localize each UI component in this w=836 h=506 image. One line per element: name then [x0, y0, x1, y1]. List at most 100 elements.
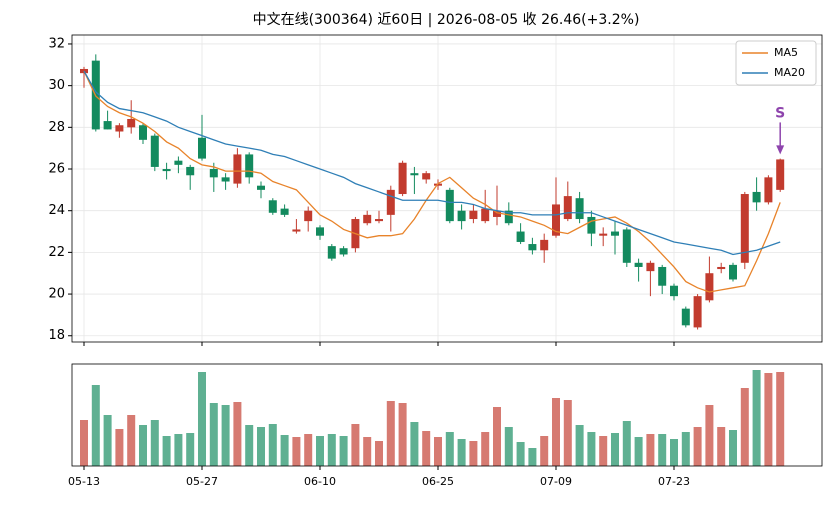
candle-body [693, 296, 702, 328]
volume-bar [634, 437, 643, 466]
volume-bar [599, 436, 608, 466]
candle-body [339, 248, 348, 255]
volume-bar [752, 370, 761, 466]
candle-body [776, 159, 785, 190]
x-tick-label: 06-10 [304, 475, 336, 488]
candle-body [681, 308, 690, 326]
x-tick-label: 05-27 [186, 475, 218, 488]
volume-bar [268, 424, 277, 466]
candle-body [292, 229, 301, 232]
candle-body [162, 169, 171, 172]
volume-bar [434, 437, 442, 466]
volume-bar [740, 388, 749, 466]
candle-body [127, 118, 136, 128]
candle-body [752, 191, 761, 203]
candle-body [186, 166, 195, 176]
candle-body [717, 266, 726, 270]
candle-body [398, 162, 407, 195]
candle-body [516, 231, 525, 242]
volume-bar [445, 432, 454, 466]
volume-frame [71, 363, 823, 467]
candle-body [410, 173, 419, 176]
candle-body [150, 135, 159, 167]
volume-bar [292, 437, 301, 466]
volume-bar [186, 433, 195, 466]
candle-body [174, 160, 183, 165]
volume-bar [80, 420, 88, 466]
candle-body [563, 196, 572, 220]
volume-bar [316, 436, 324, 466]
annotation-arrowhead [776, 145, 785, 155]
candle-body [587, 216, 596, 234]
volume-bar [162, 436, 171, 466]
volume-bar [587, 432, 596, 466]
volume-bar [386, 401, 395, 466]
y-tick-label: 28 [48, 120, 65, 135]
volume-bar [339, 436, 348, 466]
legend-label: MA20 [774, 66, 805, 79]
volume-bar [103, 415, 112, 466]
volume-bar [764, 373, 773, 466]
candle-body [139, 125, 147, 140]
candle-body [115, 125, 124, 132]
candle-body [245, 154, 254, 178]
y-tick-label: 24 [48, 203, 65, 218]
volume-bar [493, 407, 501, 466]
volume-bar [776, 372, 785, 466]
x-tick-label: 06-25 [422, 475, 454, 488]
volume-bar [398, 403, 407, 466]
candle-body [504, 210, 513, 224]
y-tick-label: 30 [48, 78, 65, 93]
candle-body [646, 262, 655, 272]
candle-body [575, 198, 584, 220]
legend-box [735, 40, 817, 86]
candle-body [327, 246, 336, 259]
volume-bar [375, 441, 383, 466]
volume-bar [257, 427, 265, 466]
annotation-text: S [775, 105, 785, 121]
candle-body [457, 210, 466, 222]
legend-label: MA5 [774, 46, 798, 59]
candle-body [764, 177, 773, 203]
candle-body [375, 219, 383, 222]
candle-body [268, 200, 277, 213]
volume-bar [481, 432, 490, 466]
volume-bar [91, 385, 100, 466]
chart-title: 中文在线(300364) 近60日 | 2026-08-05 收 26.46(+… [253, 12, 640, 28]
candle-body [634, 262, 643, 267]
x-tick-label: 05-13 [68, 475, 100, 488]
volume-bar [304, 434, 313, 466]
candle-body [622, 229, 631, 263]
candle-body [445, 189, 454, 222]
volume-bar [469, 441, 478, 466]
candle-body [363, 214, 372, 224]
volume-bar [221, 405, 230, 466]
volume-bar [504, 427, 513, 466]
candle-body [233, 154, 242, 184]
volume-bar [115, 429, 124, 466]
volume-bar [280, 435, 289, 466]
volume-bar [351, 424, 360, 466]
x-tick-label: 07-23 [658, 475, 690, 488]
volume-bar [563, 400, 572, 466]
volume-bar [410, 422, 419, 466]
volume-bar [622, 421, 631, 466]
volume-bar [174, 434, 183, 466]
y-tick-label: 32 [48, 36, 65, 51]
volume-bar [670, 439, 678, 466]
candle-body [611, 231, 619, 236]
candle-body [221, 177, 230, 182]
y-tick-label: 18 [48, 328, 65, 343]
volume-bar [611, 433, 619, 466]
x-tick-label: 07-09 [540, 475, 572, 488]
candle-body [316, 227, 324, 236]
volume-bar [327, 434, 336, 466]
candle-body [493, 210, 501, 217]
candle-body [209, 169, 218, 178]
volume-bar [705, 405, 714, 466]
candle-body [198, 137, 206, 159]
candle-body [304, 210, 313, 222]
candle-body [257, 185, 265, 190]
